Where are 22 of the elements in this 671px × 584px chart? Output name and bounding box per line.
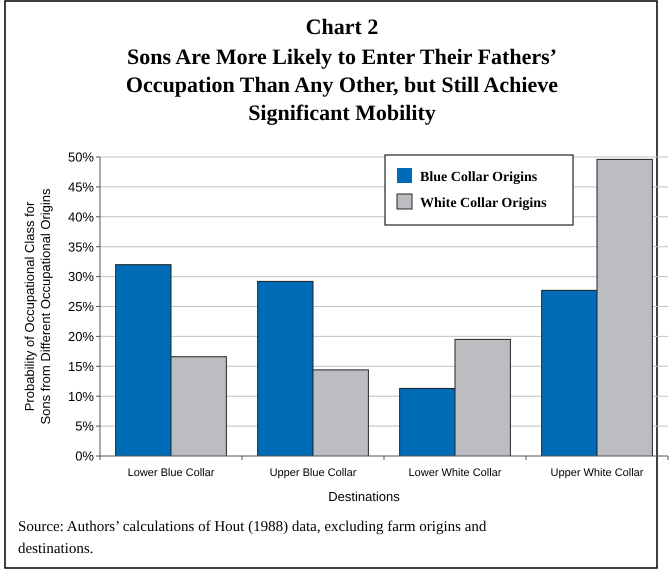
source-note: Source: Authors’ calculations of Hout (1988) data, excluding farm origins and destinations.: [18, 519, 487, 557]
y-tick-label: 20%: [68, 328, 94, 344]
x-axis-title: Destinations: [328, 489, 400, 504]
y-tick-label: 0%: [75, 448, 94, 464]
y-axis-title: Probability of Occupational Class for Sons from Different Occupational Origins: [22, 188, 53, 425]
chart-subtitle: Sons Are More Likely to Enter Their Fathers’ Occupation Than Any Other, but Still Achieve Significant Mobility: [126, 44, 558, 125]
x-tick-label: Upper Blue Collar: [270, 467, 357, 479]
legend-label: Blue Collar Origins: [420, 170, 538, 185]
y-tick-label: 10%: [68, 388, 94, 404]
y-tick-label: 15%: [68, 358, 94, 374]
y-tick-label: 45%: [68, 179, 94, 194]
chart-title: Chart 2: [306, 14, 378, 39]
legend-label: White Collar Origins: [420, 196, 548, 211]
y-tick-label: 30%: [68, 269, 94, 284]
y-tick-label: 25%: [68, 299, 94, 314]
y-tick-label: 5%: [75, 418, 94, 434]
x-tick-label: Lower White Collar: [408, 467, 502, 479]
x-tick-label: Lower Blue Collar: [128, 467, 215, 479]
y-tick-label: 40%: [68, 209, 94, 224]
y-tick-label: 35%: [68, 239, 94, 254]
y-tick-label: 50%: [68, 150, 94, 165]
x-tick-label: Upper White Collar: [550, 467, 644, 479]
